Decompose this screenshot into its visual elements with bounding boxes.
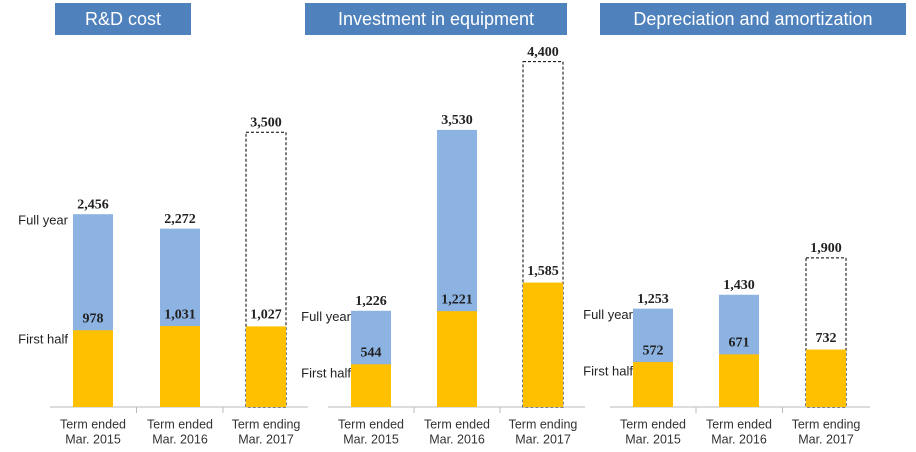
value-label: 1,027: [250, 308, 282, 323]
value-label: 1,585: [527, 264, 559, 279]
value-label: 2,456: [77, 197, 109, 212]
value-label: 572: [643, 343, 664, 358]
x-tick-label: Mar. 2015: [625, 432, 681, 446]
x-tick-label: Term ended: [706, 417, 772, 431]
value-label: 1,430: [723, 278, 755, 293]
bar-first-half: [719, 354, 759, 407]
x-tick-label: Mar. 2017: [515, 432, 571, 446]
legend-label: First half: [301, 366, 351, 381]
x-tick-label: Mar. 2015: [343, 432, 399, 446]
chart-title: Depreciation and amortization: [633, 9, 872, 29]
legend-label: Full year: [18, 213, 69, 228]
bar-first-half: [73, 330, 113, 407]
x-tick-label: Term ending: [509, 417, 578, 431]
value-label: 544: [361, 346, 382, 361]
value-label: 1,031: [164, 307, 196, 322]
legend-label: First half: [18, 332, 68, 347]
value-label: 3,530: [441, 113, 473, 128]
x-tick-label: Mar. 2016: [429, 432, 485, 446]
bar-first-half: [523, 282, 563, 407]
title-box: [55, 3, 191, 35]
title-box: [600, 3, 906, 35]
value-label: 1,226: [355, 294, 387, 309]
x-tick-label: Term ending: [792, 417, 861, 431]
x-tick-label: Mar. 2017: [238, 432, 294, 446]
bar-first-half: [160, 326, 200, 407]
x-tick-label: Term ended: [338, 417, 404, 431]
x-tick-label: Mar. 2015: [65, 432, 121, 446]
value-label: 1,253: [637, 292, 669, 307]
x-tick-label: Term ended: [424, 417, 490, 431]
x-tick-label: Mar. 2017: [798, 432, 854, 446]
x-tick-label: Mar. 2016: [711, 432, 767, 446]
x-tick-label: Term ending: [232, 417, 301, 431]
x-tick-label: Term ended: [147, 417, 213, 431]
x-tick-label: Term ended: [60, 417, 126, 431]
value-label: 3,500: [250, 115, 282, 130]
chart-title: R&D cost: [85, 9, 161, 29]
legend-label: Full year: [583, 307, 634, 322]
bar-first-half: [633, 362, 673, 407]
legend-label: Full year: [301, 309, 352, 324]
bar-first-half: [806, 349, 846, 407]
bar-full-year: [245, 131, 287, 408]
x-tick-label: Mar. 2016: [152, 432, 208, 446]
x-tick-label: Term ended: [620, 417, 686, 431]
value-label: 671: [729, 336, 750, 351]
value-label: 4,400: [527, 45, 559, 60]
bar-first-half: [351, 364, 391, 407]
value-label: 978: [83, 311, 104, 326]
value-label: 2,272: [164, 212, 196, 227]
value-label: 1,900: [810, 241, 842, 256]
bar-first-half: [246, 326, 286, 407]
legend-label: First half: [583, 364, 633, 379]
bar-full-year: [805, 257, 847, 408]
value-label: 1,221: [441, 292, 473, 307]
chart-title: Investment in equipment: [338, 9, 534, 29]
value-label: 732: [816, 331, 837, 346]
title-box: [305, 3, 567, 35]
bar-first-half: [437, 311, 477, 407]
